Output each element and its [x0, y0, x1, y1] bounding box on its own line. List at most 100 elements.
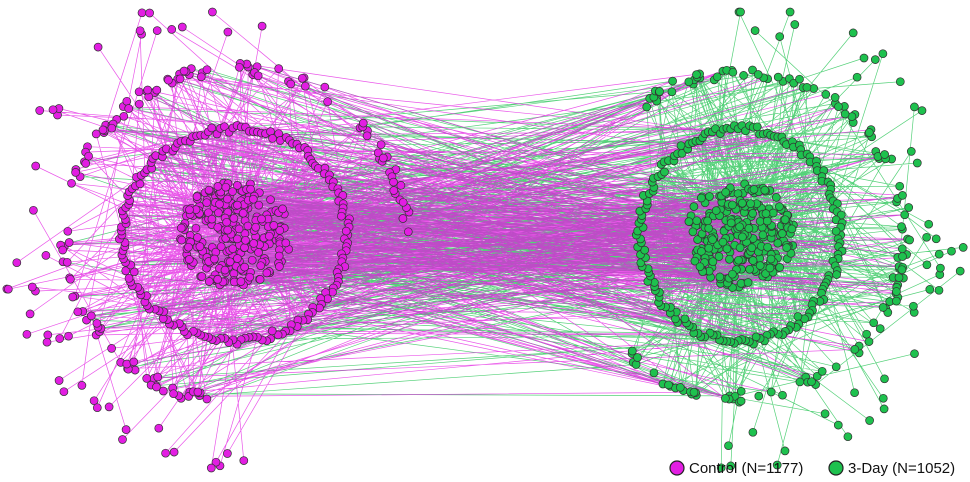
node	[254, 200, 264, 210]
node	[403, 227, 413, 237]
node	[158, 386, 168, 396]
node	[216, 242, 226, 252]
node	[708, 257, 718, 267]
node	[358, 118, 368, 128]
node	[207, 123, 217, 133]
node	[684, 217, 694, 226]
node	[840, 109, 850, 119]
node	[129, 357, 139, 367]
node	[337, 211, 346, 221]
node	[206, 463, 216, 473]
node	[755, 261, 765, 270]
node	[247, 255, 257, 265]
node	[925, 285, 935, 294]
node	[904, 203, 914, 212]
legend-label: 3-Day (N=1052)	[848, 460, 955, 477]
node	[931, 234, 941, 244]
node	[831, 362, 841, 372]
node	[862, 329, 871, 339]
node	[752, 122, 762, 132]
node	[323, 97, 332, 107]
node	[773, 72, 783, 82]
node	[947, 246, 956, 256]
node	[196, 72, 206, 82]
node	[25, 309, 35, 319]
node	[300, 81, 310, 91]
node	[177, 22, 187, 32]
node	[833, 420, 843, 430]
node	[121, 266, 131, 276]
node	[257, 21, 267, 31]
node	[905, 235, 914, 245]
node	[204, 277, 214, 286]
node	[135, 179, 145, 189]
node	[223, 449, 232, 458]
node	[286, 79, 296, 89]
node	[834, 102, 843, 112]
node	[721, 394, 730, 403]
node	[750, 26, 760, 35]
node	[240, 262, 249, 272]
legend-label: Control (N=1177)	[689, 460, 803, 477]
node	[693, 235, 702, 244]
node	[864, 337, 874, 346]
node	[107, 344, 116, 353]
node	[193, 233, 202, 242]
node	[924, 219, 934, 229]
node	[766, 254, 776, 264]
node	[748, 65, 757, 75]
node	[627, 346, 637, 356]
node	[748, 256, 758, 265]
node	[864, 128, 874, 137]
node	[775, 32, 785, 41]
node	[739, 71, 748, 80]
node	[724, 441, 733, 451]
node	[281, 238, 291, 248]
node	[793, 312, 803, 321]
node	[177, 235, 187, 245]
node	[86, 311, 96, 321]
node	[193, 387, 203, 397]
node	[55, 334, 65, 343]
node	[232, 234, 242, 244]
node	[64, 238, 74, 247]
node	[711, 206, 721, 215]
node	[734, 255, 743, 265]
node	[3, 284, 13, 294]
node	[84, 151, 93, 161]
node	[124, 104, 134, 113]
legend-swatch	[828, 460, 844, 476]
node	[754, 391, 764, 401]
node	[43, 330, 53, 340]
node	[27, 282, 37, 292]
node	[208, 7, 217, 17]
node	[134, 87, 144, 97]
node	[185, 205, 194, 215]
node	[167, 25, 177, 34]
node	[633, 353, 642, 362]
node	[715, 272, 725, 282]
node	[275, 226, 285, 235]
node	[785, 7, 795, 17]
node	[223, 194, 232, 204]
node	[649, 368, 659, 378]
node	[164, 75, 173, 85]
node	[735, 222, 744, 232]
node	[191, 223, 201, 233]
node	[936, 263, 945, 273]
node	[870, 55, 880, 64]
node	[772, 460, 782, 470]
node	[396, 181, 406, 190]
node	[763, 242, 772, 252]
node	[802, 83, 812, 92]
node	[175, 74, 185, 84]
node	[59, 387, 69, 397]
node	[765, 263, 775, 273]
node	[107, 123, 117, 133]
node	[716, 463, 726, 473]
node	[705, 192, 714, 201]
node	[879, 404, 889, 414]
node	[906, 147, 916, 156]
node	[254, 248, 263, 257]
node	[241, 235, 250, 245]
